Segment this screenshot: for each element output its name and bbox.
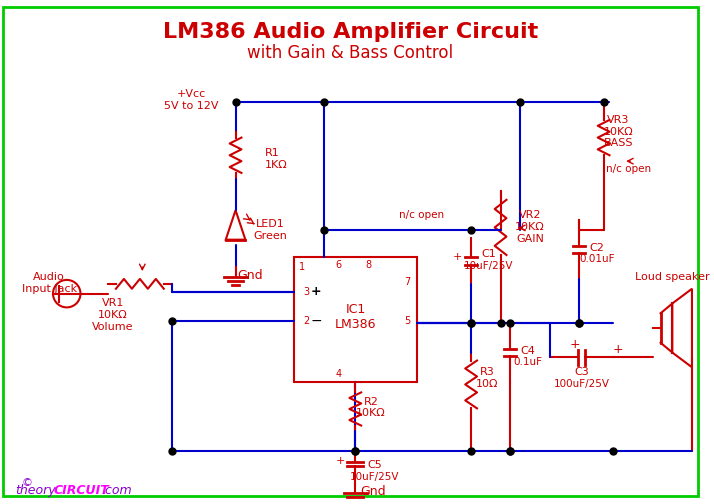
Text: 3: 3 bbox=[303, 287, 309, 297]
FancyBboxPatch shape bbox=[294, 258, 417, 382]
Text: 10Ω: 10Ω bbox=[476, 379, 498, 389]
Text: ©: © bbox=[21, 478, 33, 488]
Text: 10KΩ: 10KΩ bbox=[603, 127, 633, 137]
Text: C5: C5 bbox=[368, 461, 382, 470]
Text: 1: 1 bbox=[299, 262, 306, 272]
Text: Audio: Audio bbox=[33, 272, 65, 282]
Text: n/c open: n/c open bbox=[400, 210, 445, 220]
Text: +: + bbox=[613, 343, 623, 356]
Text: 1KΩ: 1KΩ bbox=[265, 160, 288, 170]
Text: R3: R3 bbox=[480, 367, 494, 377]
Text: LM386: LM386 bbox=[335, 318, 376, 331]
Text: 8: 8 bbox=[365, 260, 371, 270]
Text: R1: R1 bbox=[265, 148, 280, 158]
Text: Volume: Volume bbox=[92, 322, 134, 332]
Text: +Vcc: +Vcc bbox=[177, 89, 206, 99]
Text: 4: 4 bbox=[336, 369, 342, 379]
Text: C3: C3 bbox=[574, 367, 589, 377]
Text: 10KΩ: 10KΩ bbox=[356, 408, 386, 418]
Text: Loud speaker: Loud speaker bbox=[635, 272, 710, 282]
Text: Gnd: Gnd bbox=[238, 270, 263, 282]
Text: +: + bbox=[311, 285, 321, 298]
Text: .com: .com bbox=[101, 484, 131, 497]
Text: Input Jack: Input Jack bbox=[21, 284, 76, 294]
Text: 10KΩ: 10KΩ bbox=[515, 222, 545, 232]
Text: C4: C4 bbox=[521, 346, 536, 356]
Text: C2: C2 bbox=[589, 242, 604, 253]
Text: BASS: BASS bbox=[603, 139, 633, 149]
Text: 6: 6 bbox=[336, 260, 342, 270]
Text: VR1: VR1 bbox=[101, 298, 124, 308]
Text: 0.01uF: 0.01uF bbox=[579, 255, 615, 264]
Text: CIRCUIT: CIRCUIT bbox=[54, 484, 110, 497]
Text: +: + bbox=[336, 457, 346, 467]
Text: VR2: VR2 bbox=[519, 210, 541, 220]
Text: C1: C1 bbox=[481, 249, 496, 260]
Text: 7: 7 bbox=[404, 277, 411, 287]
Text: 5V to 12V: 5V to 12V bbox=[164, 101, 218, 111]
Text: theory: theory bbox=[15, 484, 56, 497]
Text: with Gain & Bass Control: with Gain & Bass Control bbox=[247, 44, 453, 62]
Text: R2: R2 bbox=[363, 397, 378, 407]
Text: LM386 Audio Amplifier Circuit: LM386 Audio Amplifier Circuit bbox=[163, 22, 538, 42]
Text: GAIN: GAIN bbox=[516, 234, 544, 244]
Text: Green: Green bbox=[253, 231, 287, 241]
Text: 5: 5 bbox=[404, 316, 411, 326]
Text: LED1: LED1 bbox=[256, 219, 284, 229]
Text: 10uF/25V: 10uF/25V bbox=[350, 472, 400, 482]
Text: IC1: IC1 bbox=[346, 303, 366, 317]
Text: −: − bbox=[311, 314, 322, 328]
Text: 10uF/25V: 10uF/25V bbox=[464, 261, 513, 271]
Text: +: + bbox=[569, 338, 580, 351]
Text: VR3: VR3 bbox=[607, 115, 630, 125]
Text: Gnd: Gnd bbox=[360, 485, 386, 498]
Text: 2: 2 bbox=[303, 316, 309, 326]
Text: 0.1uF: 0.1uF bbox=[513, 357, 543, 367]
Text: 100uF/25V: 100uF/25V bbox=[553, 379, 610, 389]
Text: +: + bbox=[453, 252, 462, 262]
Text: 10KΩ: 10KΩ bbox=[98, 310, 128, 320]
Text: n/c open: n/c open bbox=[605, 164, 650, 174]
